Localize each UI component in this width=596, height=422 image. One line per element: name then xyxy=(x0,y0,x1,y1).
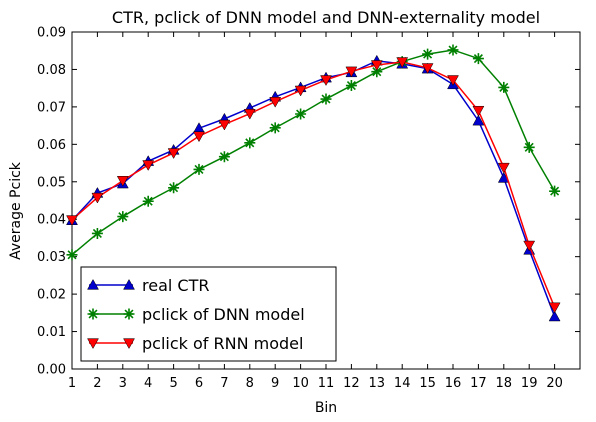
data-point-pclick-of-rnn-model xyxy=(294,85,307,97)
data-point-pclick-of-dnn-model xyxy=(498,81,510,93)
legend-marker-real-ctr xyxy=(87,278,99,290)
data-point-pclick-of-rnn-model xyxy=(269,96,282,108)
x-axis-label: Bin xyxy=(315,400,337,416)
data-point-pclick-of-dnn-model xyxy=(295,108,307,120)
x-tick-label: 13 xyxy=(369,376,386,391)
data-point-pclick-of-dnn-model xyxy=(320,93,332,105)
x-tick-label: 18 xyxy=(496,376,513,391)
x-tick-label: 15 xyxy=(419,376,436,391)
data-point-pclick-of-dnn-model xyxy=(345,80,357,92)
data-point-pclick-of-dnn-model xyxy=(218,151,230,163)
data-point-pclick-of-rnn-model xyxy=(320,75,332,86)
x-tick-label: 2 xyxy=(93,376,101,391)
y-tick-label: 0.03 xyxy=(37,250,66,265)
x-tick-label: 19 xyxy=(521,376,538,391)
data-point-pclick-of-dnn-model xyxy=(371,66,383,78)
x-tick-label: 17 xyxy=(470,376,487,391)
data-point-pclick-of-dnn-model xyxy=(523,141,535,153)
x-tick-label: 7 xyxy=(220,376,228,391)
x-tick-label: 8 xyxy=(246,376,254,391)
legend-label-real-ctr: real CTR xyxy=(142,276,209,295)
legend-label-pclick-of-dnn-model: pclick of DNN model xyxy=(142,305,305,324)
data-point-pclick-of-dnn-model xyxy=(422,48,434,60)
data-point-pclick-of-rnn-model xyxy=(370,60,383,71)
x-tick-label: 11 xyxy=(318,376,335,391)
data-point-pclick-of-rnn-model xyxy=(167,148,180,159)
data-point-pclick-of-dnn-model xyxy=(472,53,484,65)
data-point-pclick-of-rnn-model xyxy=(193,131,205,143)
x-tick-label: 6 xyxy=(195,376,203,391)
plot-area: 1 2 3 4 5 6 7 8 9 10 11 12 13 14 15 16 17 18 19 200.000.010… xyxy=(37,26,581,391)
data-point-pclick-of-dnn-model xyxy=(244,137,256,149)
data-point-pclick-of-rnn-model xyxy=(421,63,434,74)
data-point-pclick-of-rnn-model xyxy=(218,119,231,131)
data-point-pclick-of-rnn-model xyxy=(472,105,485,117)
data-point-real-ctr xyxy=(193,122,205,133)
x-tick-label: 9 xyxy=(271,376,279,391)
chart-title: CTR, pclick of DNN model and DNN-externa… xyxy=(112,8,540,27)
x-tick-label: 4 xyxy=(144,376,152,391)
series-line-real-ctr xyxy=(71,60,556,317)
y-tick-label: 0.09 xyxy=(37,26,66,41)
legend-label-pclick-of-rnn-model: pclick of RNN model xyxy=(142,334,303,353)
data-point-pclick-of-rnn-model xyxy=(447,75,459,86)
legend-marker-pclick-of-rnn-model xyxy=(87,338,99,350)
data-point-real-ctr xyxy=(472,114,485,126)
legend-marker-pclick-of-rnn-model xyxy=(123,338,135,350)
data-point-pclick-of-dnn-model xyxy=(269,122,281,134)
data-point-pclick-of-rnn-model xyxy=(91,192,104,204)
x-tick-label: 10 xyxy=(292,376,309,391)
data-point-pclick-of-dnn-model xyxy=(549,185,561,197)
legend-marker-pclick-of-dnn-model xyxy=(123,308,135,320)
y-tick-label: 0.04 xyxy=(37,213,66,228)
data-point-pclick-of-rnn-model xyxy=(243,108,256,120)
data-point-pclick-of-dnn-model xyxy=(66,249,78,261)
data-point-pclick-of-dnn-model xyxy=(142,195,154,207)
data-point-pclick-of-dnn-model xyxy=(91,227,103,239)
legend-marker-real-ctr xyxy=(123,278,135,290)
y-tick-label: 0.06 xyxy=(37,138,66,153)
legend-marker-pclick-of-dnn-model xyxy=(87,308,99,320)
data-point-pclick-of-rnn-model xyxy=(66,215,78,226)
y-tick-label: 0.08 xyxy=(37,63,66,78)
y-axis-label: Average Pcick xyxy=(8,161,24,260)
y-tick-label: 0.05 xyxy=(37,175,66,190)
data-point-pclick-of-rnn-model xyxy=(116,176,129,187)
data-point-pclick-of-rnn-model xyxy=(142,160,155,171)
x-tick-label: 1 xyxy=(68,376,76,391)
x-tick-label: 20 xyxy=(546,376,563,391)
y-tick-label: 0.07 xyxy=(37,100,66,115)
y-tick-label: 0.02 xyxy=(37,288,66,303)
data-point-pclick-of-rnn-model xyxy=(523,240,536,252)
y-tick-label: 0.01 xyxy=(37,325,66,340)
x-tick-label: 16 xyxy=(445,376,462,391)
x-tick-label: 12 xyxy=(343,376,360,391)
x-tick-label: 5 xyxy=(169,376,177,391)
series-line-pclick-of-dnn-model xyxy=(71,49,556,256)
data-point-pclick-of-rnn-model xyxy=(396,57,409,68)
data-point-pclick-of-dnn-model xyxy=(447,44,459,56)
data-point-pclick-of-rnn-model xyxy=(345,66,358,78)
y-tick-label: 0.00 xyxy=(37,363,66,378)
data-point-pclick-of-rnn-model xyxy=(497,162,510,174)
data-point-pclick-of-rnn-model xyxy=(548,302,561,314)
x-tick-label: 14 xyxy=(394,376,411,391)
data-point-real-ctr xyxy=(548,310,561,322)
data-point-pclick-of-dnn-model xyxy=(193,163,205,175)
data-point-pclick-of-dnn-model xyxy=(117,211,129,223)
data-point-pclick-of-dnn-model xyxy=(168,182,180,194)
x-tick-label: 3 xyxy=(119,376,127,391)
